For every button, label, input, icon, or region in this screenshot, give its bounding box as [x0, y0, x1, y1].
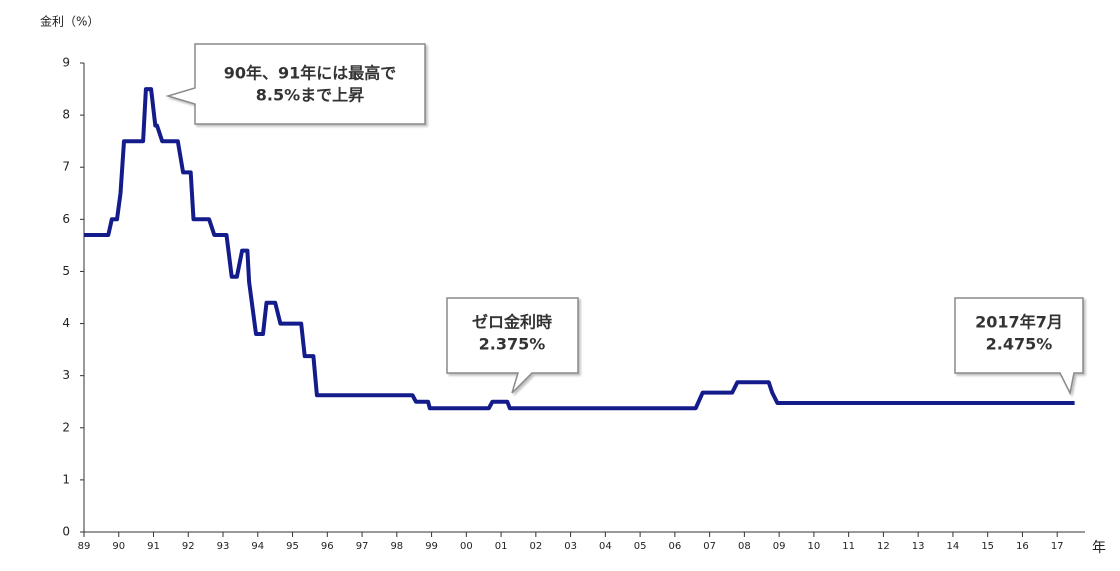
annotation-text: 2.375%	[479, 335, 546, 354]
x-tick-label: 93	[217, 541, 230, 552]
x-tick-label: 01	[495, 541, 508, 552]
x-tick-label: 12	[877, 541, 890, 552]
x-tick-label: 05	[634, 541, 647, 552]
x-tick-label: 15	[981, 541, 994, 552]
x-tick-label: 14	[947, 541, 960, 552]
x-tick-label: 95	[286, 541, 299, 552]
y-tick-label: 6	[62, 212, 70, 226]
x-tick-label: 08	[738, 541, 751, 552]
annotation-text: ゼロ金利時	[472, 313, 552, 332]
y-tick-label: 3	[62, 368, 70, 382]
y-tick-label: 0	[62, 525, 70, 539]
callout-box	[954, 297, 1084, 396]
y-tick-label: 7	[62, 160, 70, 174]
annotation-text: 8.5%まで上昇	[256, 86, 364, 105]
x-tick-label: 03	[564, 541, 577, 552]
x-tick-label: 09	[773, 541, 786, 552]
x-tick-label: 94	[251, 541, 264, 552]
data-line	[84, 87, 1075, 411]
callout-box	[165, 43, 426, 125]
x-tick-label: 99	[425, 541, 438, 552]
x-tick-label: 06	[669, 541, 682, 552]
x-tick-label: 92	[182, 541, 195, 552]
x-tick-label: 97	[356, 541, 369, 552]
y-tick-label: 2	[62, 420, 70, 434]
x-tick-label: 13	[912, 541, 925, 552]
x-tick-label: 00	[460, 541, 473, 552]
x-tick-label: 11	[842, 541, 855, 552]
x-tick-label: 98	[390, 541, 403, 552]
x-tick-label: 89	[78, 541, 91, 552]
annotation-text: 2017年7月	[975, 313, 1063, 332]
y-tick-label: 8	[62, 108, 70, 122]
y-tick-label: 4	[62, 316, 70, 330]
annotation-text: 2.475%	[986, 335, 1053, 354]
x-tick-label: 17	[1051, 541, 1064, 552]
x-tick-label: 16	[1016, 541, 1029, 552]
x-tick-label: 90	[112, 541, 125, 552]
annotation-text: 90年、91年には最高で	[224, 64, 397, 83]
y-tick-label: 9	[62, 56, 70, 70]
x-tick-label: 10	[808, 541, 821, 552]
x-tick-label: 04	[599, 541, 612, 552]
y-axis-label: 金利（%）	[40, 14, 99, 29]
y-tick-label: 5	[62, 264, 70, 278]
x-tick-label: 02	[529, 541, 542, 552]
y-tick-label: 1	[62, 472, 70, 486]
x-tick-label: 96	[321, 541, 334, 552]
x-axis-label: 年	[1092, 540, 1106, 556]
x-tick-label: 07	[703, 541, 716, 552]
callout-box	[446, 297, 579, 394]
x-tick-label: 91	[147, 541, 160, 552]
